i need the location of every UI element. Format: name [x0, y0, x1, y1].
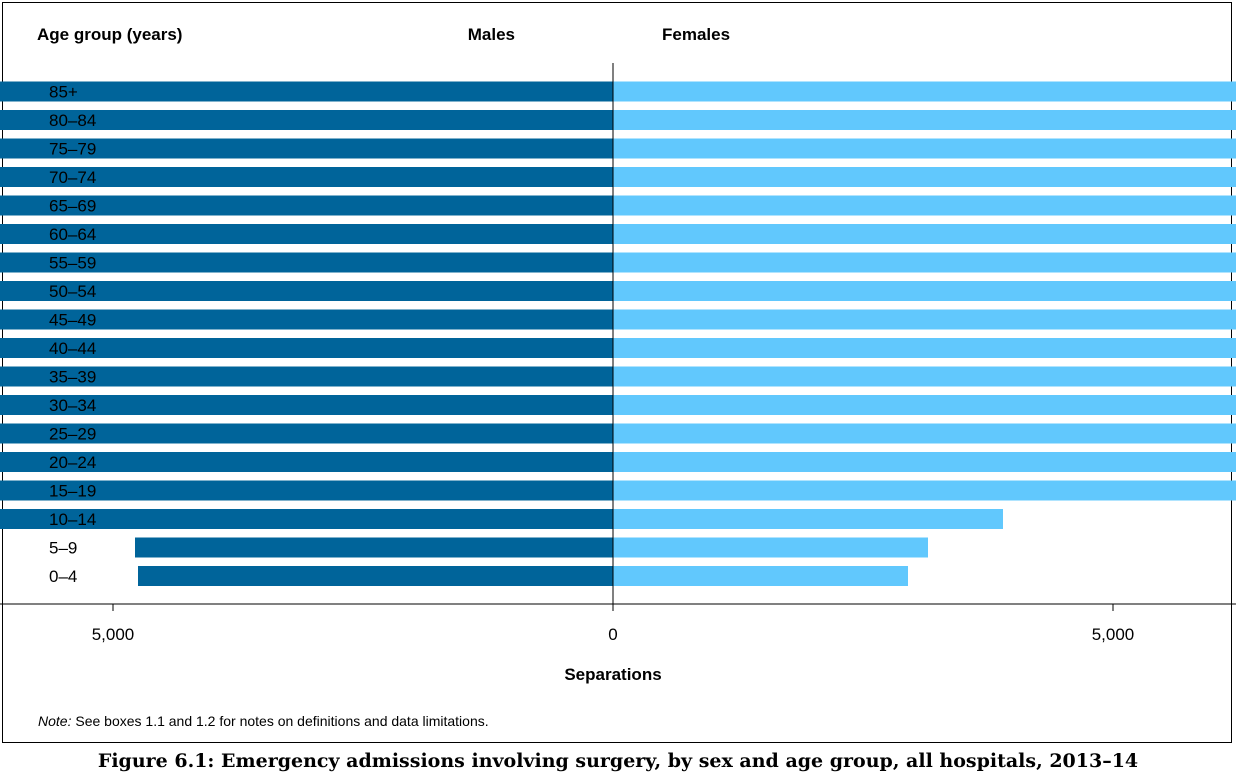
bar-males: [0, 309, 613, 330]
bar-females: [613, 566, 908, 586]
x-tick-label: 0: [608, 625, 617, 644]
bar-females: [613, 509, 1003, 529]
note: Note: See boxes 1.1 and 1.2 for notes on…: [38, 713, 489, 729]
bar-females: [613, 281, 1236, 301]
bar-males: [0, 81, 613, 102]
bar-males: [0, 452, 613, 472]
bar-males: [0, 167, 613, 187]
bar-males: [0, 423, 613, 444]
bar-females: [613, 395, 1236, 415]
bar-males: [0, 110, 613, 130]
bar-females: [613, 110, 1236, 130]
bar-females: [613, 452, 1236, 472]
category-label: 85+: [49, 83, 78, 102]
bar-males: [135, 537, 613, 558]
bar-males: [0, 195, 613, 216]
bar-females: [613, 195, 1236, 216]
bar-females: [613, 366, 1236, 387]
category-label: 60–64: [49, 225, 96, 244]
bar-females: [613, 252, 1236, 273]
category-label: 30–34: [49, 396, 96, 415]
bar-males: [0, 252, 613, 273]
bar-females: [613, 138, 1236, 159]
bar-females: [613, 537, 928, 558]
legend-males: Males: [468, 25, 515, 44]
bar-males: [0, 395, 613, 415]
butterfly-bar-chart: Age group (years) Males Females 0–4 5–9 10…: [0, 25, 1236, 684]
figure-caption: Figure 6.1: Emergency admissions involvi…: [97, 750, 1139, 772]
bar-males: [0, 366, 613, 387]
category-label: 20–24: [49, 453, 96, 472]
category-label: 50–54: [49, 282, 96, 301]
bar-females: [613, 167, 1236, 187]
category-label: 40–44: [49, 339, 96, 358]
bar-females: [613, 480, 1236, 501]
category-label: 55–59: [49, 254, 96, 273]
category-label: 10–14: [49, 510, 96, 529]
category-label: 0–4: [49, 567, 77, 586]
bar-males: [0, 338, 613, 358]
bar-males: [0, 224, 613, 244]
x-axis-title: Separations: [564, 665, 661, 684]
category-label: 45–49: [49, 311, 96, 330]
bar-males: [0, 480, 613, 501]
note-label: Note:: [38, 713, 72, 729]
bar-females: [613, 423, 1236, 444]
bar-males: [0, 281, 613, 301]
category-label: 25–29: [49, 425, 96, 444]
category-label: 65–69: [49, 197, 96, 216]
y-axis-title: Age group (years): [37, 25, 182, 44]
category-label: 75–79: [49, 140, 96, 159]
bar-females: [613, 338, 1236, 358]
x-tick-label: 5,000: [92, 625, 135, 644]
bar-males: [0, 509, 613, 529]
category-label: 80–84: [49, 111, 96, 130]
bar-males: [138, 566, 613, 586]
category-label: 5–9: [49, 539, 77, 558]
bar-females: [613, 81, 1236, 102]
bar-females: [613, 309, 1236, 330]
legend-females: Females: [662, 25, 730, 44]
bar-males: [0, 138, 613, 159]
category-label: 70–74: [49, 168, 96, 187]
bar-females: [613, 224, 1236, 244]
note-text: See boxes 1.1 and 1.2 for notes on defin…: [71, 713, 489, 729]
category-label: 15–19: [49, 482, 96, 501]
x-tick-label: 5,000: [1092, 625, 1135, 644]
category-label: 35–39: [49, 368, 96, 387]
